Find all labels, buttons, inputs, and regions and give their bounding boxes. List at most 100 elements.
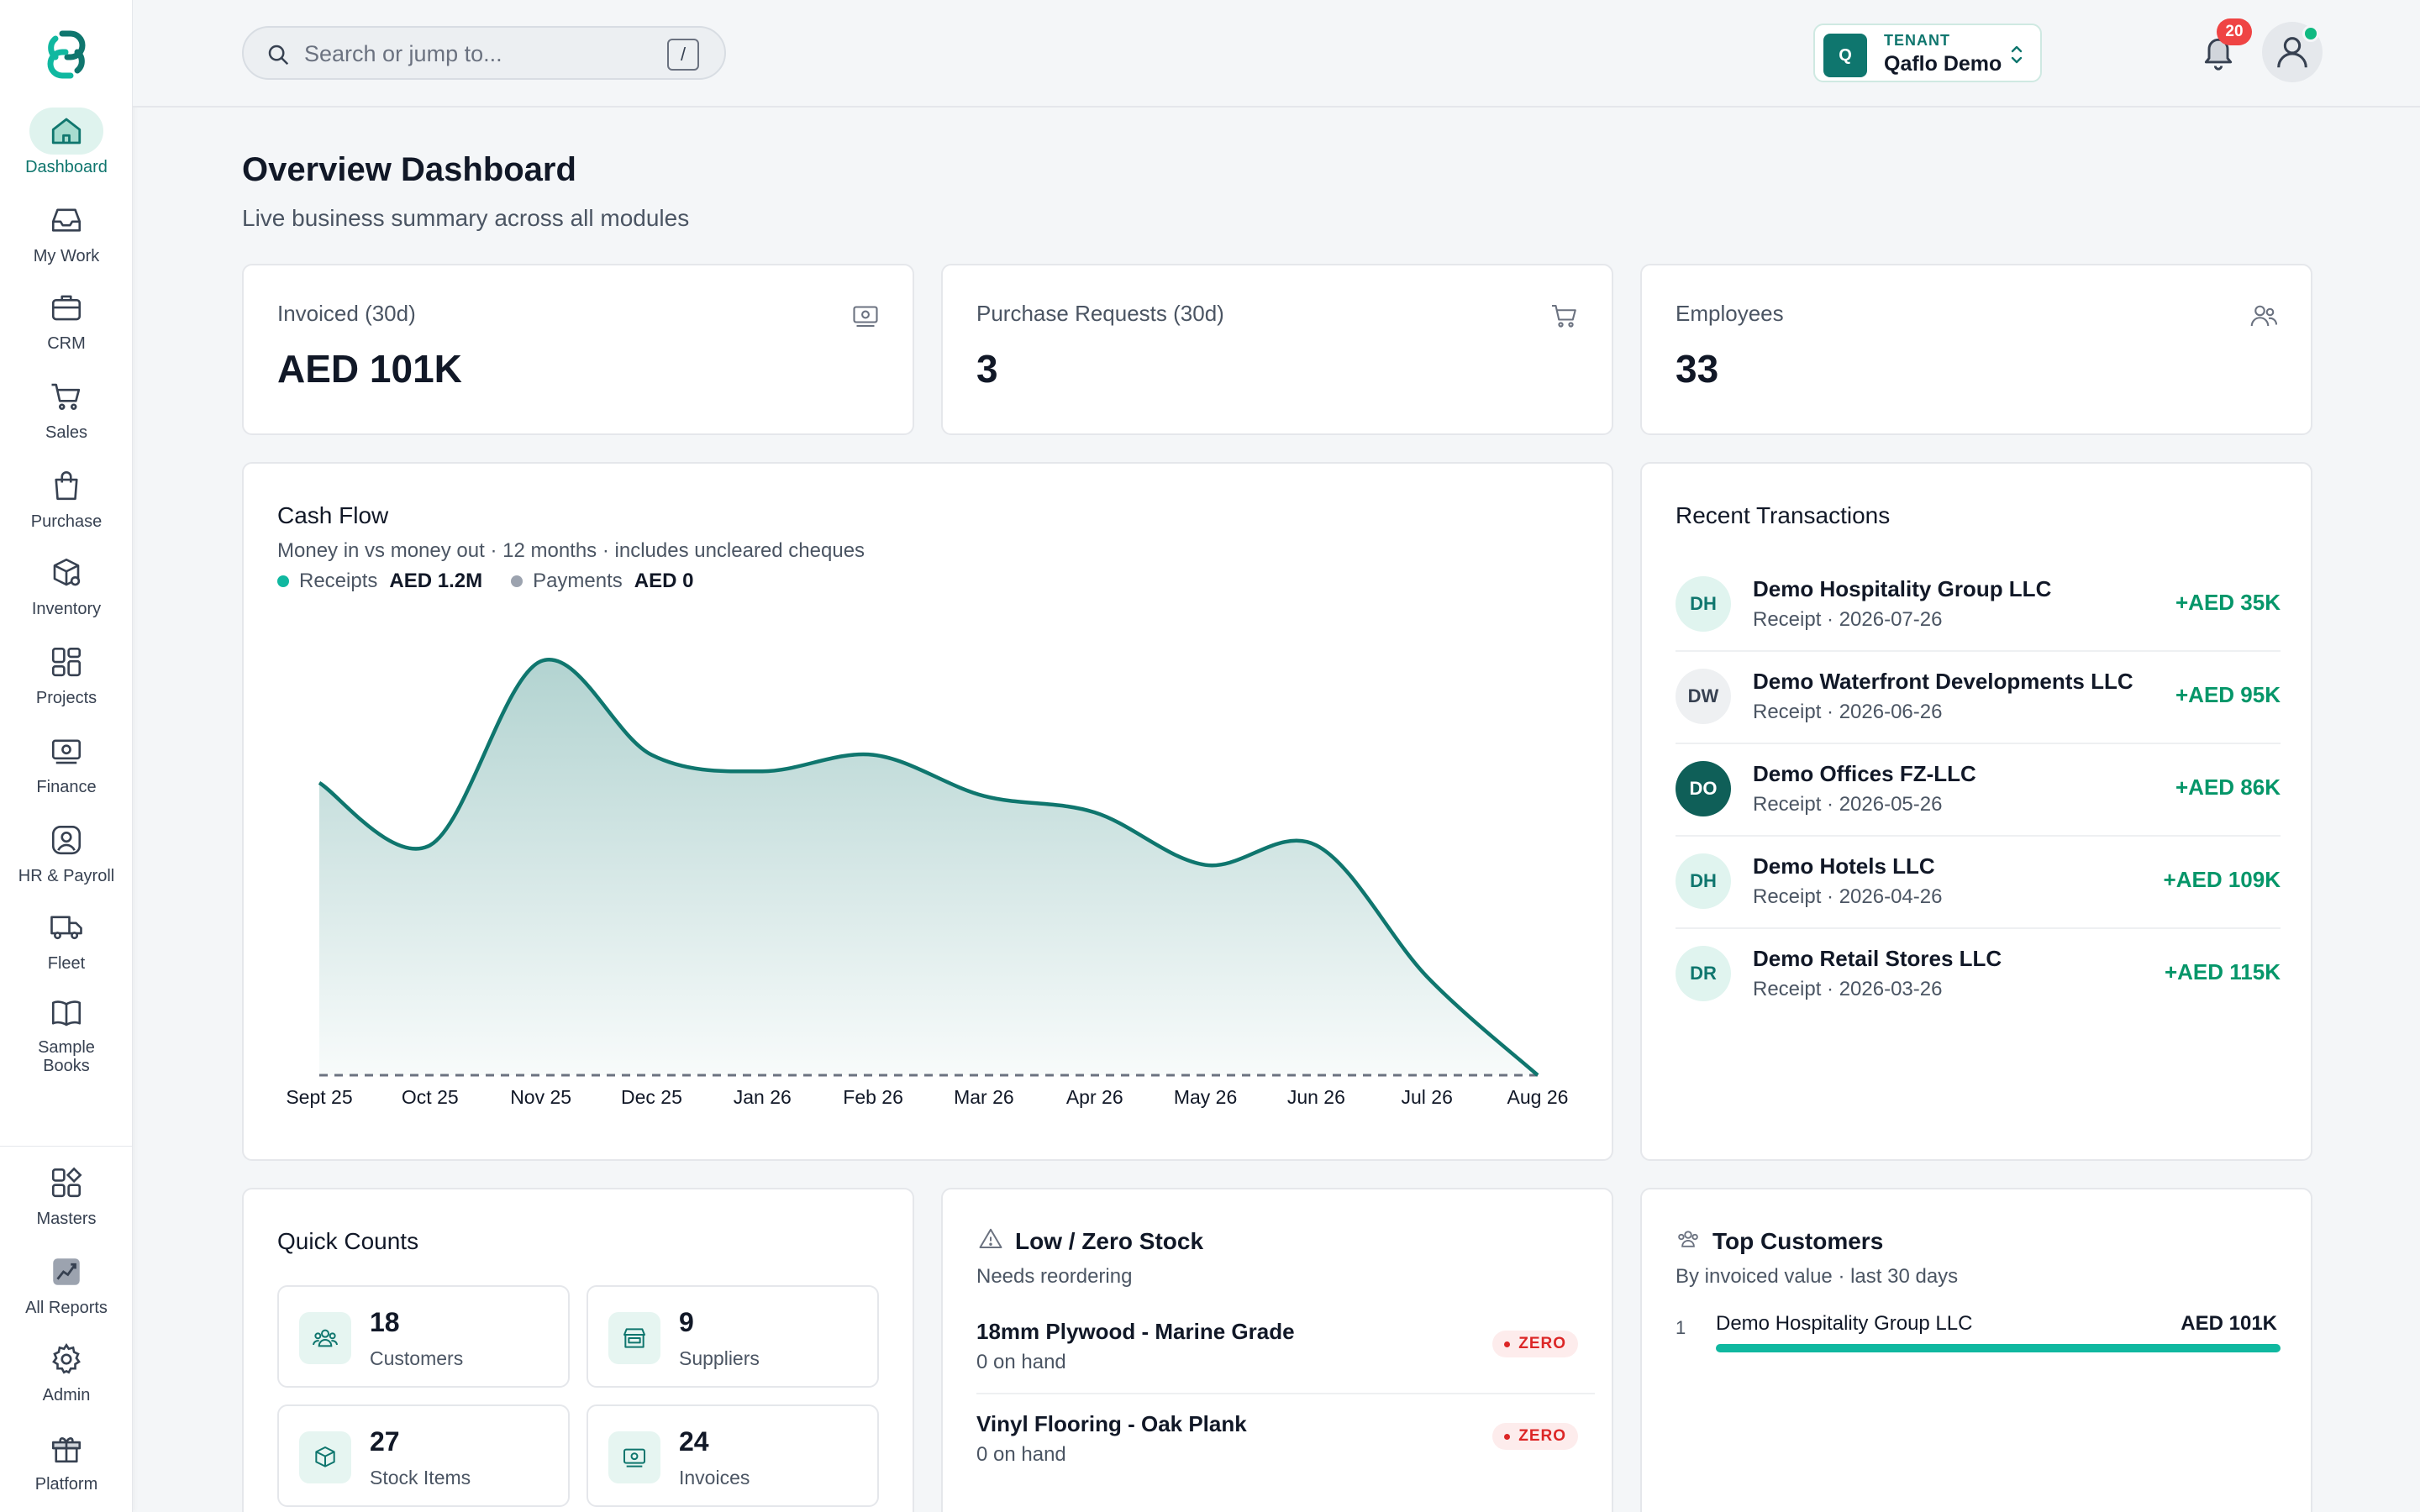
x-tick-label: Mar 26 (954, 1086, 1014, 1108)
banknote-icon (853, 306, 878, 328)
sidebar-item-purchase[interactable]: Purchase (0, 462, 133, 546)
gear-icon (52, 1342, 81, 1374)
sidebar-item-label: All Reports (25, 1299, 108, 1317)
tenant-caption: TENANT (1884, 32, 1950, 49)
search-bar[interactable]: / (242, 26, 726, 80)
users-icon (2250, 305, 2278, 327)
sidebar-divider (0, 1146, 133, 1147)
sidebar-item-crm[interactable]: CRM (0, 284, 133, 368)
recent-transactions-title: Recent Transactions (1676, 502, 1891, 528)
transaction-avatar: DW (1676, 669, 1731, 724)
sidebar-item-masters[interactable]: Masters (0, 1159, 133, 1243)
quick-count-label: Stock Items (370, 1467, 471, 1488)
sidebar-item-hr-payroll[interactable]: HR & Payroll (0, 816, 133, 900)
divider (1676, 927, 2281, 929)
customer-amount: AED 101K (2181, 1312, 2277, 1335)
sidebar-item-inventory[interactable]: Inventory (0, 549, 133, 633)
banknote-icon (51, 739, 82, 764)
quick-count-suppliers[interactable]: 9 Suppliers (587, 1285, 879, 1388)
top-customers-title: Top Customers (1712, 1228, 1884, 1254)
search-input[interactable] (304, 38, 657, 70)
store-icon (623, 1328, 645, 1348)
sidebar-item-label: CRM (47, 334, 86, 353)
stat-value: 33 (1676, 347, 1719, 391)
receipts-point (868, 750, 878, 760)
receipts-point (536, 656, 546, 666)
customer-name[interactable]: Demo Hospitality Group LLC (1716, 1312, 1973, 1335)
sidebar-item-sample-books[interactable]: Sample Books (0, 991, 133, 1075)
stat-label: Employees (1676, 301, 1784, 326)
truck-icon (50, 916, 82, 940)
sidebar-item-label: Fleet (47, 954, 86, 973)
quick-count-customers[interactable]: 18 Customers (277, 1285, 570, 1388)
sidebar-item-fleet[interactable]: Fleet (0, 904, 133, 988)
transaction-avatar: DH (1676, 853, 1731, 909)
stock-item-name[interactable]: Vinyl Flooring - Oak Plank (976, 1411, 1247, 1436)
divider (1676, 835, 2281, 837)
app-logo[interactable] (39, 29, 94, 81)
x-tick-label: Jul 26 (1401, 1086, 1452, 1108)
stock-item-name[interactable]: 18mm Plywood - Marine Grade (976, 1319, 1295, 1344)
transaction-row[interactable]: DH Demo Hospitality Group LLC Receipt · 20… (1676, 558, 2281, 650)
transaction-meta: Receipt · 2026-05-26 (1753, 793, 1943, 816)
transaction-amount: +AED 35K (2175, 590, 2281, 615)
sidebar-item-admin[interactable]: Admin (0, 1336, 133, 1420)
transaction-party: Demo Hospitality Group LLC (1753, 576, 2052, 601)
stat-card-employees[interactable]: Employees 33 (1640, 264, 2312, 435)
receipts-point (1422, 972, 1432, 982)
quick-count-label: Customers (370, 1347, 464, 1369)
sidebar-item-label: Platform (34, 1475, 98, 1494)
cash-flow-title: Cash Flow (277, 502, 389, 528)
receipts-point (425, 840, 435, 850)
sidebar-item-projects[interactable]: Projects (0, 638, 133, 722)
transaction-party: Demo Hotels LLC (1753, 853, 1935, 879)
sidebar-item-label: Purchase (30, 512, 103, 531)
transaction-row[interactable]: DO Demo Offices FZ-LLC Receipt · 2026-05-2… (1676, 743, 2281, 835)
tenant-switcher[interactable]: Q TENANT Qaflo Demo (1813, 24, 2042, 82)
sidebar-item-finance[interactable]: Finance (0, 727, 133, 811)
quick-count-stock-items[interactable]: 27 Stock Items (277, 1404, 570, 1507)
user-circle-icon (51, 825, 82, 855)
customer-share-bar (1716, 1344, 2281, 1352)
legend-value-payments: AED 0 (634, 570, 694, 592)
banknote-icon (623, 1448, 645, 1467)
shopping-bag-icon (55, 471, 78, 501)
stat-card-invoiced[interactable]: Invoiced (30d) AED 101K (242, 264, 914, 435)
zero-stock-badge: ZERO (1492, 1423, 1578, 1450)
transaction-row[interactable]: DW Demo Waterfront Developments LLC Receip… (1676, 650, 2281, 743)
transaction-row[interactable]: DH Demo Hotels LLC Receipt · 2026-04-26 +AE… (1676, 835, 2281, 927)
sidebar-item-label: Sample Books (38, 1038, 95, 1075)
quick-count-invoices[interactable]: 24 Invoices (587, 1404, 879, 1507)
stat-label: Invoiced (30d) (277, 301, 416, 326)
cube-icon (315, 1446, 335, 1467)
tenant-name: Qaflo Demo (1884, 52, 2002, 76)
transaction-avatar: DO (1676, 761, 1731, 816)
stat-value: 3 (976, 347, 998, 391)
inbox-icon (51, 208, 82, 232)
low-stock-subtitle: Needs reordering (976, 1265, 1133, 1288)
sidebar-item-label: My Work (33, 247, 100, 265)
legend-label-receipts: Receipts (299, 570, 378, 592)
x-tick-label: Oct 25 (402, 1086, 459, 1108)
online-status-dot (2302, 25, 2319, 42)
warning-icon (979, 1228, 1002, 1248)
top-customers-subtitle: By invoiced value · last 30 days (1676, 1265, 1959, 1288)
transaction-row[interactable]: DR Demo Retail Stores LLC Receipt · 2026-0… (1676, 927, 2281, 1020)
sidebar-item-label: HR & Payroll (18, 867, 115, 885)
receipts-point (1533, 1070, 1543, 1080)
quick-count-number: 9 (679, 1307, 694, 1337)
sidebar-item-all-reports[interactable]: All Reports (0, 1248, 133, 1332)
sidebar-item-platform[interactable]: Platform (0, 1425, 133, 1509)
cash-flow-subtitle: Money in vs money out · 12 months · incl… (277, 539, 865, 562)
stock-item-qty: 0 on hand (976, 1443, 1066, 1466)
stat-card-purchase-requests[interactable]: Purchase Requests (30d) 3 (941, 264, 1613, 435)
cash-flow-chart[interactable]: Sept 25 Oct 25 Nov 25 Dec 25 Jan 26 Feb 26 Mar… (244, 464, 1615, 1163)
sidebar-item-label: Sales (45, 423, 88, 442)
users-icon (1678, 1231, 1698, 1247)
sidebar-item-dashboard[interactable]: Dashboard (0, 108, 133, 192)
customer-share-fill (1716, 1344, 2281, 1352)
gift-icon (51, 1437, 82, 1463)
sidebar-item-sales[interactable]: Sales (0, 373, 133, 457)
divider (976, 1393, 1595, 1394)
sidebar-item-my-work[interactable]: My Work (0, 197, 133, 281)
